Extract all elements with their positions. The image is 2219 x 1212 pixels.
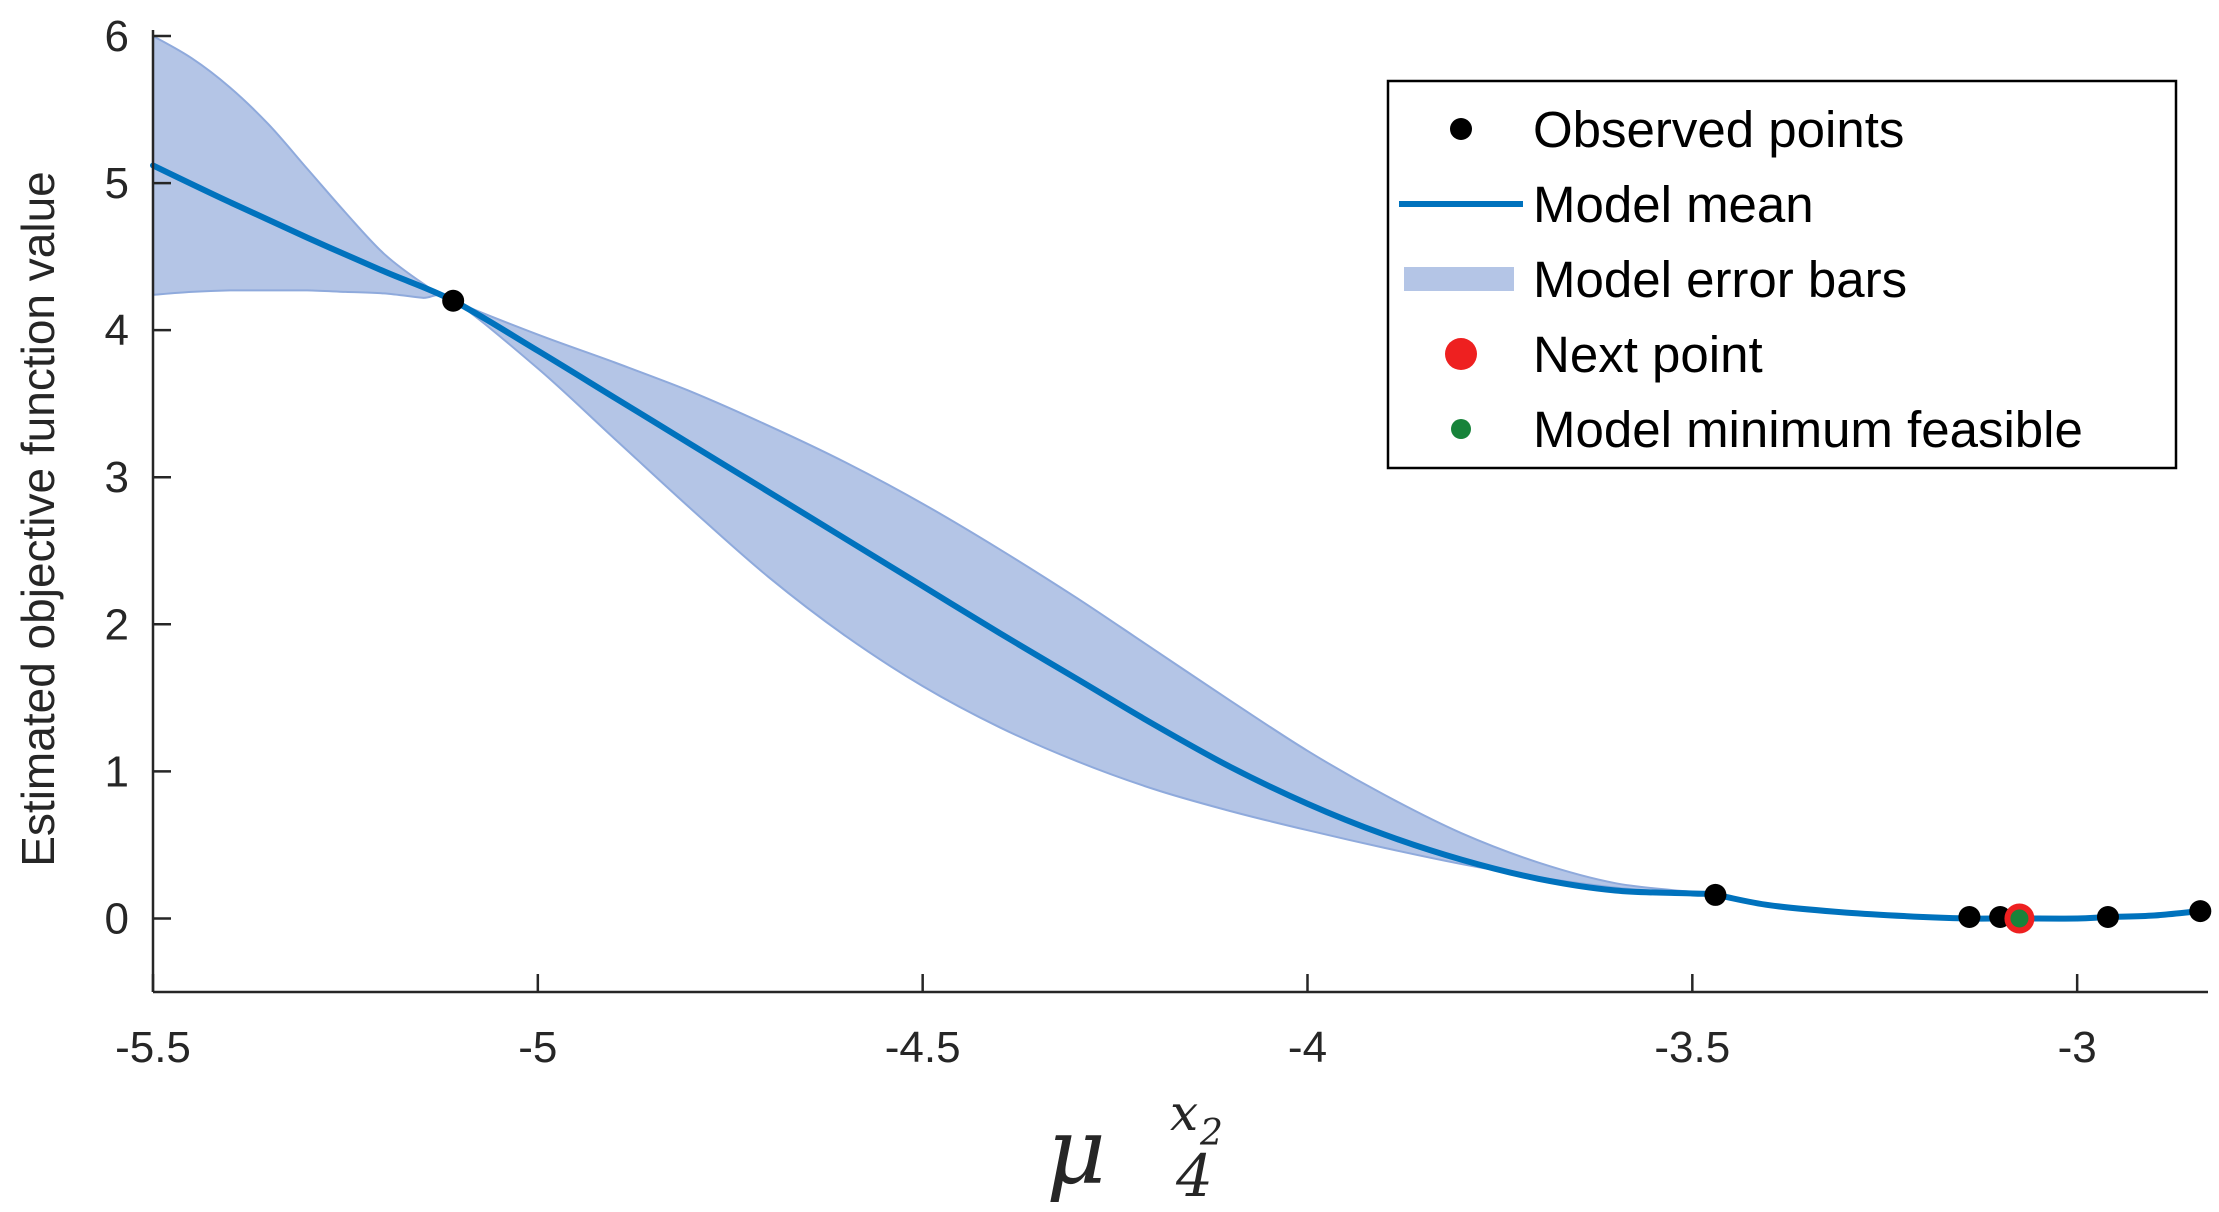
x-axis-label-subscript: 4 [1175,1142,1213,1210]
x-axis-label: μ x 2 4 [1046,1084,1223,1210]
observed-point [2096,905,2119,928]
x-axis-label-superscript-sub: 2 [1199,1113,1223,1154]
legend-label: Model mean [1533,176,1814,233]
x-tick-label: -4 [1288,1023,1327,1072]
y-tick-label: 2 [105,600,129,649]
observed-point [442,289,465,312]
x-tick-label: -4.5 [885,1023,961,1072]
legend-marker-minimum [1451,419,1471,439]
y-tick-label: 6 [105,12,129,61]
axes: -5.5 -5 -4.5 -4 -3.5 -3 0 1 2 3 4 5 6 [105,12,2208,1072]
plot-area [150,34,2212,934]
observed-point [1958,905,1981,928]
x-axis-label-superscript: x [1170,1084,1198,1142]
minimum-point [2010,909,2029,928]
legend-box [1386,79,2178,470]
legend: Observed points Model mean Model error bar… [1386,79,2178,470]
observed-point [2189,900,2212,923]
legend-marker-band [1404,267,1514,291]
x-tick-label: -5 [518,1023,557,1072]
legend-label: Model error bars [1533,251,1907,308]
legend-marker-next [1445,338,1477,370]
legend-label: Observed points [1533,101,1904,158]
legend-marker-observed [1450,118,1472,140]
legend-label: Next point [1533,326,1763,383]
y-tick-label: 1 [105,747,129,796]
x-tick-label: -3.5 [1654,1023,1730,1072]
y-tick-label: 0 [105,894,129,943]
observed-point [1704,883,1727,906]
y-tick-label: 5 [105,159,129,208]
y-tick-label: 4 [105,306,129,355]
legend-label: Model minimum feasible [1533,401,2083,458]
x-axis-label-base: μ [1046,1098,1106,1205]
x-tick-label: -5.5 [115,1023,191,1072]
y-axis-label: Estimated objective function value [12,171,64,867]
x-tick-label: -3 [2058,1023,2097,1072]
y-tick-label: 3 [105,453,129,502]
